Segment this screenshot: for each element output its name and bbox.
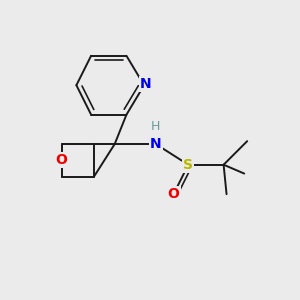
Text: N: N (140, 77, 152, 91)
Text: O: O (56, 153, 68, 167)
Text: N: N (150, 137, 162, 151)
Text: S: S (183, 158, 193, 172)
Text: H: H (151, 120, 160, 133)
Text: O: O (168, 187, 179, 201)
